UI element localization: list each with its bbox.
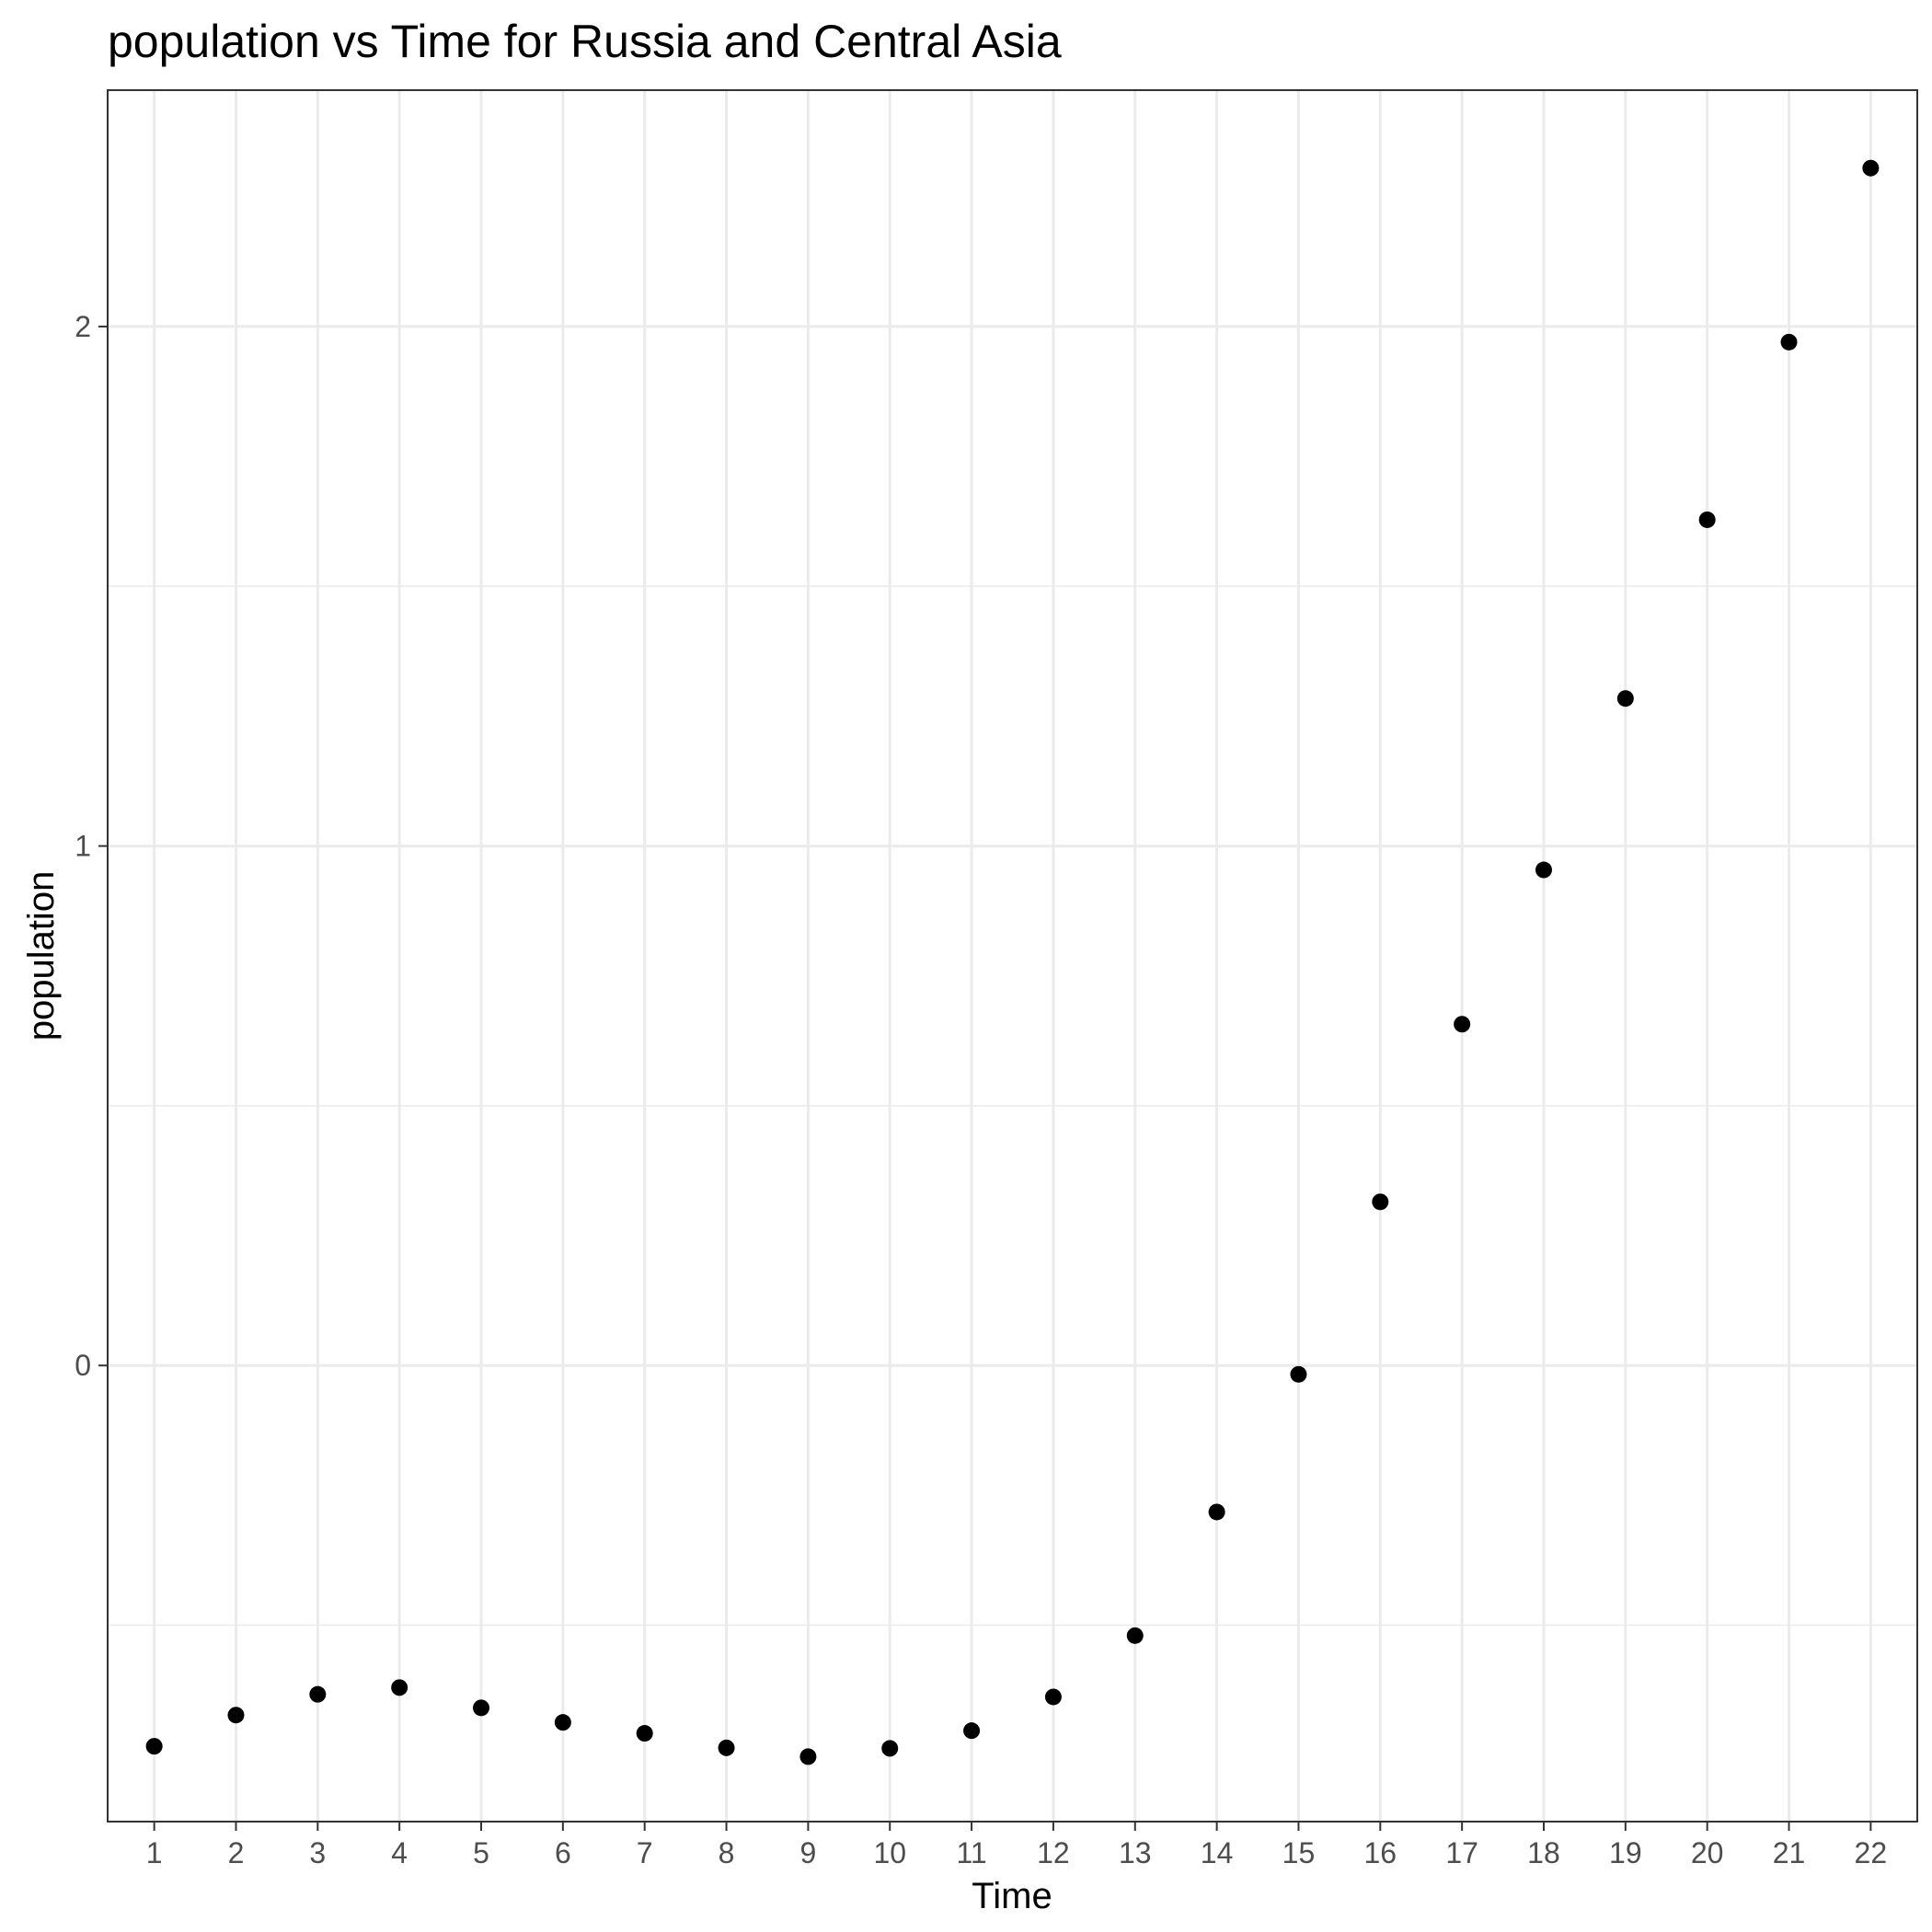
data-point: [799, 1748, 817, 1765]
data-points: [145, 159, 1880, 1765]
y-tick-label: 0: [75, 1349, 91, 1382]
data-point: [1208, 1503, 1225, 1521]
x-tick-label: 10: [873, 1836, 906, 1869]
data-point: [391, 1679, 408, 1696]
data-point: [881, 1740, 899, 1757]
data-point: [1780, 333, 1798, 351]
data-point: [1862, 159, 1880, 177]
data-point: [1698, 511, 1716, 528]
x-tick-label: 14: [1201, 1836, 1234, 1869]
y-tick-label: 2: [75, 310, 91, 343]
y-axis-title: population: [21, 871, 62, 1041]
x-tick-label: 22: [1855, 1836, 1888, 1869]
x-axis: 1 2 3 4 5 6 7 8 9 10 11 12 13 14 15 16 17 18 19 20 21 22: [146, 1822, 1887, 1869]
data-point: [1372, 1193, 1389, 1211]
panel-border: [107, 89, 1918, 1823]
x-tick-label: 9: [799, 1836, 816, 1869]
x-tick-label: 15: [1282, 1836, 1316, 1869]
x-tick-label: 8: [719, 1836, 735, 1869]
data-point: [718, 1739, 735, 1756]
x-axis-title: Time: [972, 1876, 1052, 1916]
x-tick-label: 6: [555, 1836, 571, 1869]
data-point: [963, 1722, 981, 1740]
x-tick-label: 4: [391, 1836, 408, 1869]
x-tick-label: 12: [1037, 1836, 1070, 1869]
x-tick-label: 1: [146, 1836, 163, 1869]
x-tick-label: 5: [473, 1836, 489, 1869]
y-axis: 0 1 2: [75, 310, 108, 1382]
x-tick-label: 21: [1773, 1836, 1806, 1869]
data-point: [1126, 1627, 1144, 1644]
x-tick-label: 17: [1445, 1836, 1478, 1869]
data-point: [227, 1707, 245, 1724]
x-tick-label: 18: [1527, 1836, 1560, 1869]
x-tick-label: 16: [1363, 1836, 1397, 1869]
data-point: [1454, 1016, 1471, 1033]
x-tick-label: 19: [1609, 1836, 1642, 1869]
x-tick-label: 13: [1119, 1836, 1152, 1869]
data-point: [309, 1685, 327, 1703]
y-tick-label: 1: [75, 830, 91, 863]
gridlines: [108, 90, 1917, 1822]
data-point: [1044, 1688, 1062, 1706]
x-tick-label: 11: [956, 1836, 986, 1869]
data-point: [145, 1738, 163, 1755]
chart-title: population vs Time for Russia and Centra…: [108, 16, 1062, 67]
data-point: [473, 1699, 490, 1717]
data-point: [1290, 1365, 1307, 1383]
x-tick-label: 3: [309, 1836, 326, 1869]
data-point: [554, 1714, 571, 1731]
x-tick-label: 7: [637, 1836, 653, 1869]
x-tick-label: 2: [228, 1836, 245, 1869]
x-tick-label: 20: [1691, 1836, 1724, 1869]
data-point: [636, 1725, 653, 1742]
data-point: [1535, 861, 1552, 879]
data-point: [1616, 690, 1634, 707]
